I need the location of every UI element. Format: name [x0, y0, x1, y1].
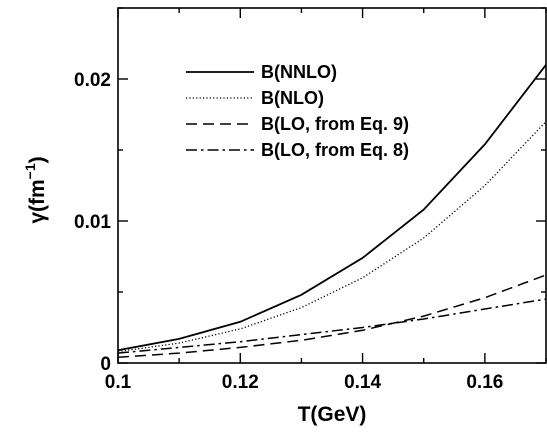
x-tick-label-1: 0.12	[222, 372, 259, 393]
y-tick-label-0: 0	[100, 354, 111, 375]
series-line-3	[117, 298, 547, 354]
x-tick-label-2: 0.14	[344, 372, 381, 393]
legend-label-3: B(LO, from Eq. 8)	[261, 140, 409, 160]
y-axis-label-close: )	[26, 156, 49, 163]
series-line-2	[117, 274, 547, 359]
y-tick-label-2: 0.02	[74, 70, 111, 91]
y-axis-label: γ(fm−1)	[22, 156, 49, 223]
legend-label-0: B(NNLO)	[261, 62, 337, 82]
x-tick-label-0: 0.1	[105, 372, 132, 393]
series-line-0	[117, 64, 547, 352]
y-axis-label-main: γ(fm	[26, 179, 49, 223]
series-lines	[117, 64, 547, 359]
y-tick-label-1: 0.01	[74, 212, 111, 233]
legend-label-2: B(LO, from Eq. 9)	[261, 114, 409, 134]
tick-labels: 0.1 0.12 0.14 0.16 0 0.01 0.02	[74, 70, 503, 393]
x-axis-label: T(GeV)	[298, 403, 367, 426]
y-axis-label-exponent: −1	[22, 163, 38, 179]
plot-frame	[117, 7, 547, 364]
x-tick-label-3: 0.16	[466, 372, 503, 393]
legend: B(NNLO) B(NLO) B(LO, from Eq. 9) B(LO, from…	[186, 62, 409, 160]
legend-label-1: B(NLO)	[261, 88, 324, 108]
series-line-1	[117, 121, 547, 353]
